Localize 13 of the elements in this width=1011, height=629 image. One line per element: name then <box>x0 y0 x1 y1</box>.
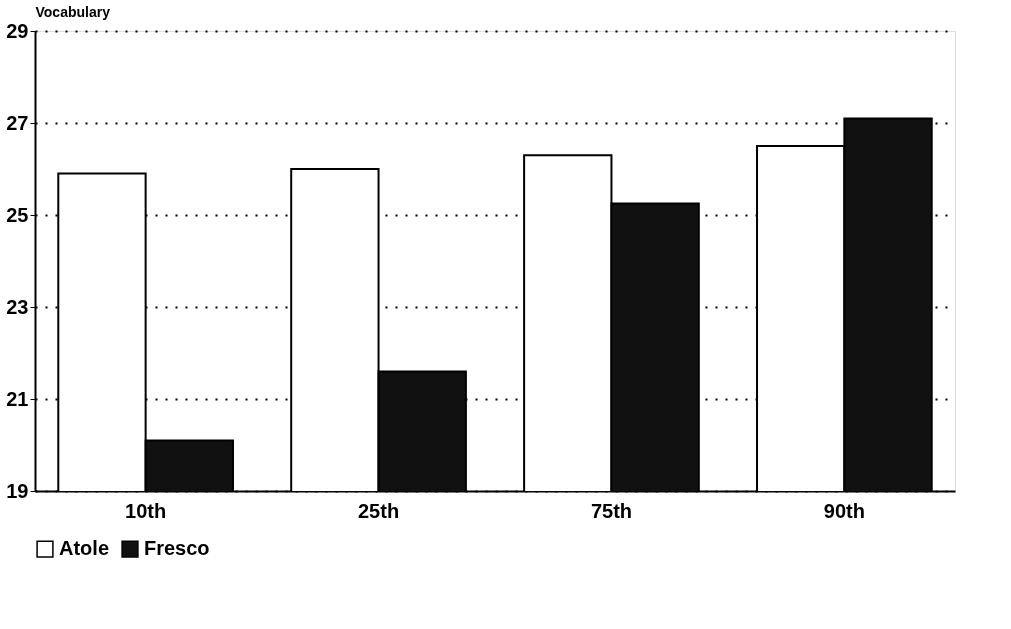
legend-label: Atole <box>59 537 109 560</box>
y-tick-label: 19 <box>6 479 29 502</box>
x-tick-label: 75th <box>590 499 633 522</box>
x-tick-label: 25th <box>357 499 400 522</box>
y-tick-label: 21 <box>6 387 29 410</box>
y-axis-title: Vocabulary <box>35 3 111 20</box>
y-tick-label: 27 <box>6 111 29 134</box>
x-tick-label: 90th <box>823 499 865 522</box>
legend-label: Fresco <box>144 537 210 560</box>
y-tick-label: 29 <box>6 19 29 42</box>
y-tick-label: 23 <box>6 295 29 318</box>
y-tick-label: 25 <box>6 203 29 226</box>
x-tick-label: 10th <box>125 499 167 522</box>
